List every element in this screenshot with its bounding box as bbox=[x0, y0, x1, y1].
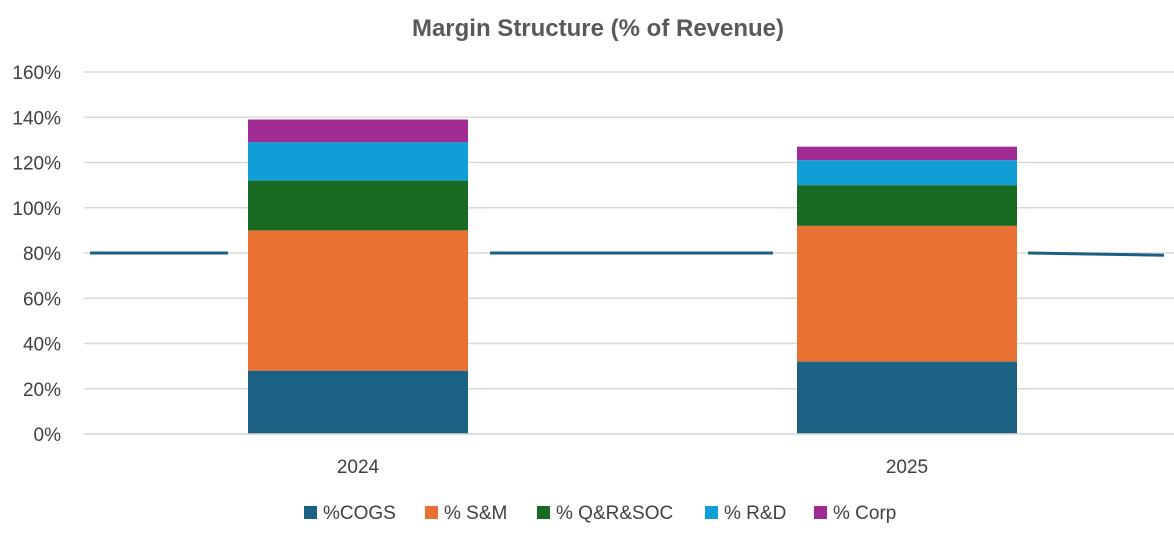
legend-swatch bbox=[814, 506, 827, 519]
bar-segment bbox=[248, 119, 468, 143]
reference-line-segment bbox=[1027, 251, 1165, 257]
legend-swatch bbox=[537, 506, 550, 519]
y-tick-label: 120% bbox=[12, 154, 61, 175]
bar-segment bbox=[248, 180, 468, 231]
bar-segment bbox=[248, 370, 468, 434]
reference-line bbox=[90, 251, 1165, 257]
y-tick-label: 80% bbox=[23, 244, 61, 265]
legend-label: % R&D bbox=[724, 503, 786, 524]
legend-swatch bbox=[705, 506, 718, 519]
y-tick-label: 160% bbox=[12, 63, 61, 84]
bar-segment bbox=[797, 146, 1017, 161]
legend-label: % Corp bbox=[833, 503, 896, 524]
bars bbox=[248, 119, 1017, 434]
legend-swatch bbox=[304, 506, 317, 519]
bar-segment bbox=[248, 230, 468, 371]
x-axis: 2024 2025 bbox=[84, 433, 1174, 478]
legend-swatch bbox=[425, 506, 438, 519]
x-tick-label: 2025 bbox=[886, 457, 928, 478]
y-tick-label: 40% bbox=[23, 335, 61, 356]
chart-title: Margin Structure (% of Revenue) bbox=[412, 15, 784, 42]
bar-segment bbox=[797, 185, 1017, 226]
legend-label: % S&M bbox=[444, 503, 507, 524]
bar-segment bbox=[248, 142, 468, 181]
y-tick-label: 0% bbox=[34, 425, 62, 446]
bar-segment bbox=[797, 361, 1017, 434]
y-tick-label: 100% bbox=[12, 199, 61, 220]
bar-segment bbox=[797, 225, 1017, 362]
legend: %COGS % S&M % Q&R&SOC % R&D % Corp bbox=[304, 503, 896, 524]
y-tick-label: 60% bbox=[23, 289, 61, 310]
bar-segment bbox=[797, 160, 1017, 186]
legend-label: %COGS bbox=[323, 503, 396, 524]
legend-label: % Q&R&SOC bbox=[556, 503, 673, 524]
y-tick-label: 20% bbox=[23, 380, 61, 401]
x-tick-label: 2024 bbox=[337, 457, 380, 478]
y-axis: 0% 20% 40% 60% 80% 100% 120% 140% 160% bbox=[12, 63, 61, 446]
y-tick-label: 140% bbox=[12, 108, 61, 129]
